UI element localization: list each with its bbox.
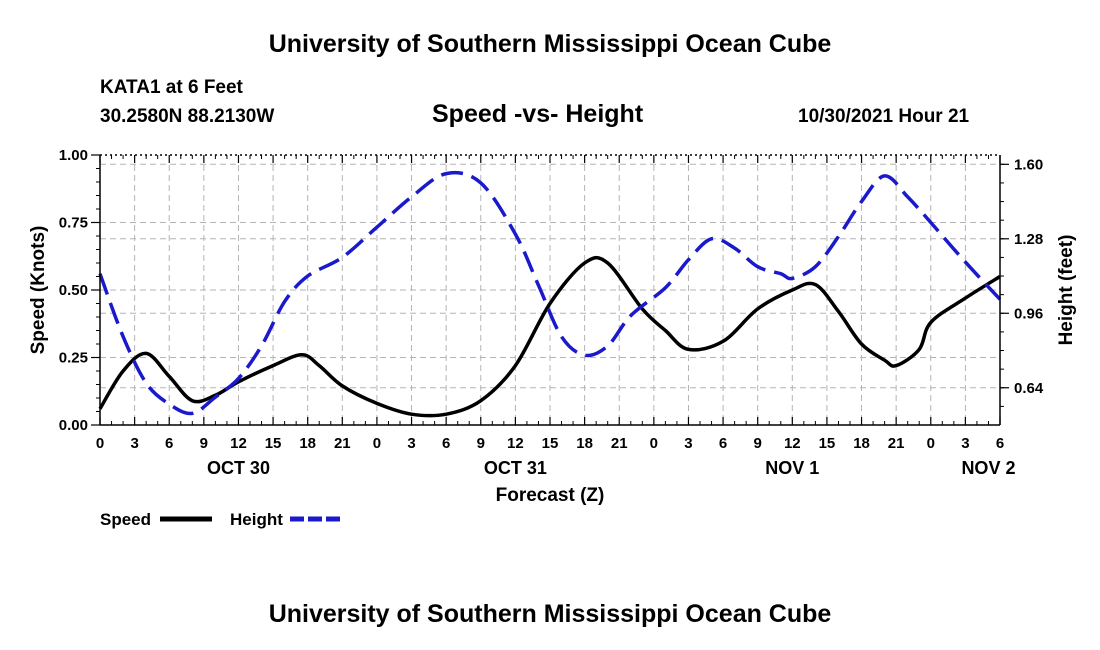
station-label: KATA1 at 6 Feet [100,77,243,98]
x-axis-title: Forecast (Z) [496,485,605,506]
x-tick-label: 12 [230,435,247,452]
y-axis-title: Speed (Knots) [28,226,49,355]
x-tick-label: 9 [200,435,208,452]
x-tick-label: 0 [373,435,381,452]
y-tick-label: 0.00 [59,417,88,434]
x-tick-label: 9 [477,435,485,452]
page-title: University of Southern Mississippi Ocean… [268,30,832,58]
date-label: NOV 1 [765,458,819,478]
x-tick-label: 18 [299,435,316,452]
x-tick-label: 3 [961,435,969,452]
x-tick-label: 21 [888,435,905,452]
x-tick-label: 6 [996,435,1004,452]
series-line-height [98,170,1002,416]
station-coordinates: 30.2580N 88.2130W [100,106,275,127]
x-tick-label: 3 [684,435,692,452]
x-tick-label: 21 [611,435,628,452]
x-tick-label: 15 [542,435,559,452]
x-tick-label: 18 [853,435,870,452]
forecast-timestamp: 10/30/2021 Hour 21 [798,106,970,127]
x-tick-label: 6 [165,435,173,452]
chart-title: Speed -vs- Height [432,100,644,128]
x-tick-label: 6 [442,435,450,452]
x-tick-label: 9 [754,435,762,452]
x-tick-label: 15 [265,435,282,452]
x-tick-label: 0 [650,435,658,452]
legend-label-height: Height [230,510,283,529]
date-label: NOV 2 [961,458,1015,478]
date-label: OCT 31 [484,458,547,478]
x-tick-label: 15 [819,435,836,452]
x-tick-label: 6 [719,435,727,452]
date-label: OCT 30 [207,458,270,478]
x-tick-label: 0 [96,435,104,452]
x-tick-label: 3 [130,435,138,452]
y2-tick-label: 1.60 [1014,156,1043,173]
y-tick-label: 0.50 [59,282,88,299]
x-tick-label: 0 [927,435,935,452]
x-tick-label: 3 [407,435,415,452]
x-tick-label: 21 [334,435,351,452]
y2-tick-label: 0.64 [1014,380,1044,397]
legend-label-speed: Speed [100,510,151,529]
x-tick-label: 18 [576,435,593,452]
y-tick-label: 0.25 [59,350,88,367]
page-footer-title: University of Southern Mississippi Ocean… [268,600,832,628]
x-tick-label: 12 [784,435,801,452]
y2-axis-title: Height (feet) [1056,235,1077,346]
y-tick-label: 0.75 [59,215,88,232]
y-tick-label: 1.00 [59,147,88,164]
x-tick-label: 12 [507,435,524,452]
y2-tick-label: 1.28 [1014,231,1043,248]
y2-tick-label: 0.96 [1014,305,1043,322]
